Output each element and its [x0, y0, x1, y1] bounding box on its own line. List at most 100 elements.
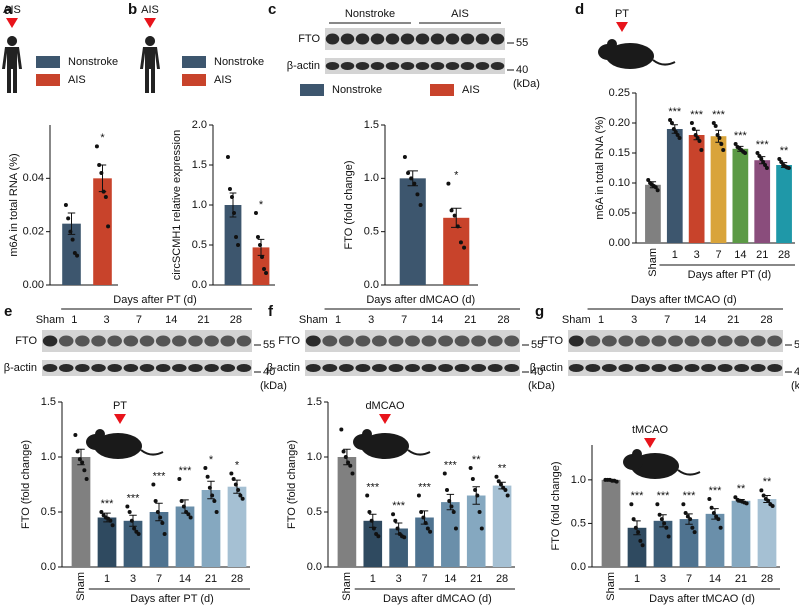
significance: *	[100, 132, 105, 144]
icon-label: dMCAO	[365, 400, 405, 412]
legend-swatch	[182, 74, 206, 86]
mouse-icon	[632, 449, 642, 459]
data-point	[709, 505, 714, 510]
significance: ***	[734, 130, 748, 142]
data-point	[339, 427, 344, 432]
data-point	[711, 121, 716, 125]
data-point	[416, 493, 421, 498]
data-point	[744, 501, 749, 506]
data-point	[179, 499, 184, 503]
blot-band	[651, 335, 667, 347]
marker-label: 55	[794, 339, 799, 351]
x-tick-label: 28	[761, 573, 773, 585]
lane-label: 28	[497, 314, 509, 326]
data-point	[415, 192, 420, 197]
y-tick-label: 0.10	[609, 177, 630, 189]
blot-row-label: β-actin	[267, 362, 300, 374]
bar	[62, 223, 81, 285]
data-point	[371, 526, 376, 531]
blot-band	[75, 335, 90, 347]
data-point	[477, 510, 482, 514]
blot-band	[717, 364, 733, 372]
blot-band	[601, 335, 617, 347]
data-point	[160, 521, 165, 525]
blot-band	[415, 33, 430, 45]
bar	[466, 495, 486, 567]
x-tick-label: 7	[156, 573, 162, 585]
data-point	[348, 463, 353, 468]
significance: **	[780, 145, 789, 157]
data-point	[425, 526, 430, 531]
data-point	[75, 449, 80, 454]
lane-label: 28	[230, 314, 242, 326]
blot-band	[471, 335, 487, 347]
blot-band	[568, 335, 584, 347]
blot-band	[415, 62, 430, 70]
blot-row-label: FTO	[541, 335, 563, 347]
x-axis-label: Days after dMCAO (d)	[383, 593, 492, 605]
bar	[653, 520, 673, 567]
blot-band	[400, 33, 415, 45]
icon-label: AIS	[3, 4, 21, 16]
data-point	[777, 157, 782, 161]
blot-row-label: β-actin	[287, 60, 320, 72]
icon-label: AIS	[141, 4, 159, 16]
significance: **	[472, 454, 481, 466]
data-point	[677, 136, 682, 140]
significance: ***	[153, 470, 167, 482]
bar	[149, 512, 169, 567]
blot-band	[172, 335, 187, 347]
x-tick-label: 28	[231, 573, 243, 585]
data-point	[367, 510, 372, 514]
data-point	[655, 188, 660, 193]
data-point	[640, 543, 645, 548]
bar	[93, 178, 112, 285]
mouse-icon	[677, 469, 701, 476]
data-point	[715, 133, 720, 137]
significance: ***	[668, 106, 682, 118]
x-tick-label: 14	[179, 573, 191, 585]
blot-band	[139, 335, 155, 347]
panel-label: d	[575, 1, 584, 18]
data-point	[697, 139, 702, 143]
data-point	[260, 255, 265, 259]
blot-band	[750, 364, 766, 372]
data-point	[406, 171, 411, 175]
blot-band	[371, 364, 387, 372]
blot-band	[355, 364, 371, 372]
data-point	[629, 502, 634, 507]
data-point	[761, 160, 766, 164]
icon-label: PT	[615, 8, 629, 20]
significance: ***	[127, 492, 141, 504]
y-tick-label: 0.05	[609, 207, 630, 219]
legend-swatch	[182, 56, 206, 68]
data-point	[479, 526, 484, 531]
y-tick-label: 1.5	[192, 159, 207, 171]
significance: **	[763, 476, 772, 488]
bar	[705, 513, 725, 567]
blot-band	[139, 364, 155, 372]
blot-band	[701, 364, 717, 372]
data-point	[689, 121, 694, 125]
lane-label: 7	[664, 314, 670, 326]
bar	[71, 457, 91, 567]
data-point	[73, 433, 78, 437]
blot-band	[371, 335, 387, 347]
data-point	[449, 504, 454, 509]
data-point	[498, 482, 503, 487]
icon-label: tMCAO	[632, 424, 669, 436]
blot-band	[504, 364, 520, 372]
blot-band	[355, 335, 371, 347]
lane-label: 1	[71, 314, 77, 326]
significance: ***	[709, 485, 723, 497]
blot-band	[42, 335, 58, 347]
blot-band	[325, 62, 340, 70]
y-axis-label: FTO (fold change)	[343, 160, 355, 249]
data-point	[633, 525, 638, 530]
significance: ***	[683, 490, 697, 502]
x-axis-label: Days after PT (d)	[130, 593, 214, 605]
data-point	[733, 495, 738, 500]
significance: ***	[712, 109, 726, 121]
data-point	[238, 493, 243, 498]
